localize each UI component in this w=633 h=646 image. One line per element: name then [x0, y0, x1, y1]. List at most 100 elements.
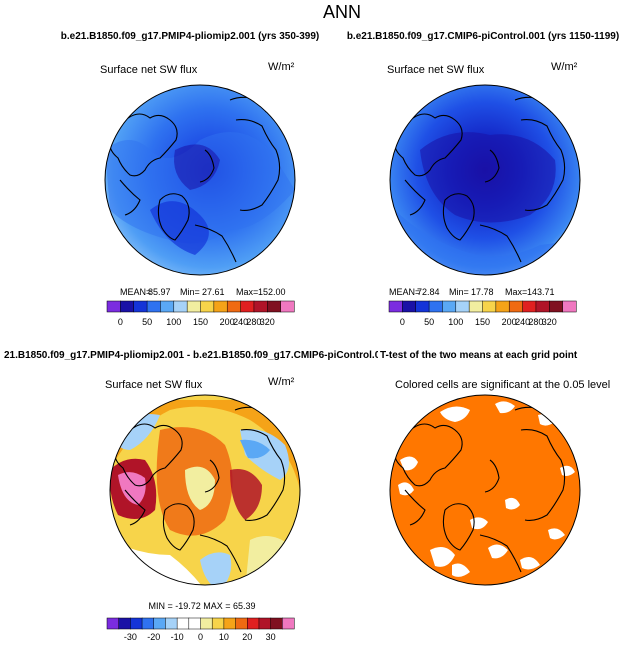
panel-a-map: [105, 85, 295, 275]
colorbar-tick-label: 320: [542, 317, 557, 327]
panel-c-field-patch: [230, 469, 262, 520]
colorbar-swatch: [240, 300, 255, 313]
main-title: ANN: [323, 2, 361, 22]
panel-b-mean-value: 72.84: [417, 287, 440, 297]
panel-b-map: [390, 85, 580, 275]
colorbar-swatch: [146, 300, 161, 313]
panel-c-colorbar: -30 -20 -10 0 10 20 30: [106, 617, 295, 642]
panel-b-min-value: 17.78: [471, 287, 494, 297]
colorbar-tick-label: -10: [171, 632, 184, 642]
panel-b-field-patch: [420, 132, 556, 223]
colorbar-swatch: [388, 300, 403, 313]
panel-a-units: W/m²: [268, 61, 295, 73]
colorbar-swatch: [118, 617, 131, 630]
colorbar-swatch: [267, 300, 282, 313]
panel-a-map-border: [104, 84, 296, 276]
panel-c-units: W/m²: [268, 376, 295, 388]
panel-c-field-patch: [118, 472, 146, 505]
panel-c-map: [110, 395, 300, 585]
colorbar-swatch: [213, 300, 228, 313]
panel-b-units: W/m²: [551, 61, 578, 73]
panel-c-field-patch: [185, 466, 215, 510]
colorbar-swatch: [120, 300, 135, 313]
panel-b-variable: Surface net SW flux: [387, 64, 485, 76]
colorbar-swatch: [176, 617, 190, 630]
colorbar-tick-label: 240: [233, 317, 248, 327]
panel-a-variable: Surface net SW flux: [100, 64, 198, 76]
panel-c-case-title: 21.B1850.f09_g17.PMIP4-pliomip2.001 - b.…: [4, 350, 392, 361]
colorbar-swatch: [282, 617, 295, 630]
colorbar-swatch: [106, 617, 120, 630]
colorbar-swatch: [495, 300, 510, 313]
panel-c-field-patch: [240, 439, 270, 459]
panel-b-stats: MEAN= 72.84 Min= 17.78 Max= 143.71: [389, 287, 555, 297]
colorbar-swatch: [549, 300, 564, 313]
panel-a-max-label: Max=: [236, 287, 258, 297]
colorbar-tick-label: 0: [198, 632, 203, 642]
colorbar-tick-label: -30: [124, 632, 137, 642]
panel-b-case-title: b.e21.B1850.f09_g17.CMIP6-piControl.001 …: [347, 31, 619, 42]
colorbar-swatch: [508, 300, 524, 313]
colorbar-tick-label: 0: [400, 317, 405, 327]
colorbar-swatch: [235, 617, 248, 630]
colorbar-tick-label: 200: [502, 317, 517, 327]
colorbar-tick-label: 240: [515, 317, 530, 327]
colorbar-tick-label: 150: [193, 317, 208, 327]
colorbar-tick-label: 320: [260, 317, 275, 327]
panel-c-map-border: [109, 394, 301, 586]
panel-d-title-background: [378, 346, 633, 361]
colorbar-swatch: [522, 300, 537, 313]
panel-d-note: Colored cells are significant at the 0.0…: [395, 379, 610, 391]
colorbar-swatch: [211, 617, 225, 630]
colorbar-tick-label: 200: [220, 317, 235, 327]
colorbar-swatch: [258, 617, 272, 630]
panel-c-field-patch: [245, 536, 300, 585]
colorbar-tick-label: 50: [142, 317, 152, 327]
panel-d-case-title: T-test of the two means at each grid poi…: [380, 350, 578, 361]
panel-b-mean-label: MEAN=: [389, 287, 420, 297]
panel-top-left: b.e21.B1850.f09_g17.PMIP4-pliomip2.001 (…: [61, 31, 319, 327]
colorbar-swatch: [455, 300, 470, 313]
colorbar-swatch: [468, 300, 484, 313]
colorbar-swatch: [200, 617, 213, 630]
colorbar-swatch: [160, 300, 175, 313]
colorbar-swatch: [482, 300, 497, 313]
colorbar-swatch: [223, 617, 237, 630]
panel-c-field-patch: [200, 552, 232, 585]
colorbar-tick-label: 100: [448, 317, 463, 327]
colorbar-tick-label: 280: [528, 317, 543, 327]
colorbar-swatch: [165, 617, 178, 630]
colorbar-tick-label: 30: [266, 632, 276, 642]
colorbar-swatch: [253, 300, 268, 313]
panel-top-right: b.e21.B1850.f09_g17.CMIP6-piControl.001 …: [347, 31, 619, 327]
colorbar-swatch: [428, 300, 443, 313]
colorbar-tick-label: 50: [424, 317, 434, 327]
colorbar-swatch: [247, 617, 260, 630]
colorbar-swatch: [442, 300, 457, 313]
colorbar-swatch: [130, 617, 143, 630]
panel-a-min-label: Min=: [180, 287, 200, 297]
colorbar-swatch: [153, 617, 166, 630]
panel-d-insignificant-cells: [398, 401, 575, 577]
colorbar-swatch: [173, 300, 188, 313]
colorbar-swatch: [270, 617, 283, 630]
panel-c-variable: Surface net SW flux: [105, 379, 203, 391]
panel-d-map: [390, 395, 580, 585]
colorbar-tick-label: 150: [475, 317, 490, 327]
panel-d-field: [390, 395, 580, 585]
colorbar-tick-label: 10: [219, 632, 229, 642]
panel-a-field-patch: [105, 132, 295, 244]
panel-d-coastlines: [392, 406, 566, 573]
colorbar-swatch: [402, 300, 417, 313]
panel-a-max-value: 152.00: [258, 287, 286, 297]
panel-bottom-left: 21.B1850.f09_g17.PMIP4-pliomip2.001 - b.…: [4, 350, 392, 642]
colorbar-tick-label: 0: [118, 317, 123, 327]
colorbar-swatch: [226, 300, 242, 313]
colorbar-swatch: [562, 300, 577, 313]
panel-a-mean-value: 85.97: [148, 287, 171, 297]
colorbar-swatch: [280, 300, 295, 313]
panel-a-stats: MEAN= 85.97 Min= 27.61 Max= 152.00: [120, 287, 286, 297]
colorbar-swatch: [106, 300, 121, 313]
